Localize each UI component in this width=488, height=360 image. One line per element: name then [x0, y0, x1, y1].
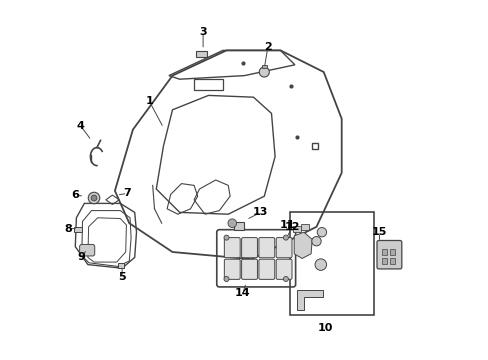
Text: 1: 1	[145, 96, 153, 106]
Circle shape	[88, 192, 100, 204]
Circle shape	[311, 237, 321, 246]
Bar	[233, 222, 244, 230]
FancyBboxPatch shape	[258, 259, 274, 279]
Circle shape	[224, 276, 228, 282]
FancyBboxPatch shape	[80, 244, 95, 256]
Text: 5: 5	[118, 272, 125, 282]
Circle shape	[224, 235, 228, 240]
Bar	[292, 226, 301, 232]
Circle shape	[314, 259, 326, 270]
Circle shape	[317, 228, 326, 237]
Bar	[74, 227, 81, 232]
Text: 2: 2	[264, 42, 271, 52]
Bar	[389, 249, 394, 255]
Text: 8: 8	[64, 224, 72, 234]
Text: 15: 15	[371, 227, 386, 237]
Circle shape	[259, 67, 269, 77]
Bar	[118, 263, 124, 268]
FancyBboxPatch shape	[376, 240, 401, 269]
Bar	[261, 65, 266, 68]
FancyBboxPatch shape	[258, 238, 274, 258]
FancyBboxPatch shape	[241, 238, 257, 258]
Bar	[196, 51, 206, 57]
Text: 10: 10	[317, 323, 332, 333]
FancyBboxPatch shape	[276, 238, 291, 258]
Text: 9: 9	[78, 252, 85, 262]
FancyBboxPatch shape	[241, 259, 257, 279]
Text: 14: 14	[234, 288, 250, 298]
Text: 11: 11	[279, 220, 294, 230]
FancyBboxPatch shape	[276, 259, 291, 279]
FancyBboxPatch shape	[224, 238, 240, 258]
Bar	[389, 258, 394, 264]
Circle shape	[283, 276, 288, 282]
Bar	[301, 224, 309, 230]
Text: 12: 12	[284, 222, 299, 232]
Circle shape	[91, 195, 97, 201]
Circle shape	[227, 219, 236, 228]
Text: 6: 6	[71, 190, 79, 200]
FancyBboxPatch shape	[224, 259, 240, 279]
Polygon shape	[296, 290, 322, 310]
Text: 3: 3	[199, 27, 206, 37]
Bar	[381, 249, 386, 255]
Text: 13: 13	[252, 207, 268, 217]
Text: 4: 4	[77, 121, 84, 131]
Polygon shape	[294, 232, 311, 258]
Circle shape	[283, 235, 288, 240]
Text: 7: 7	[123, 188, 131, 198]
Bar	[289, 212, 373, 315]
Bar	[381, 258, 386, 264]
